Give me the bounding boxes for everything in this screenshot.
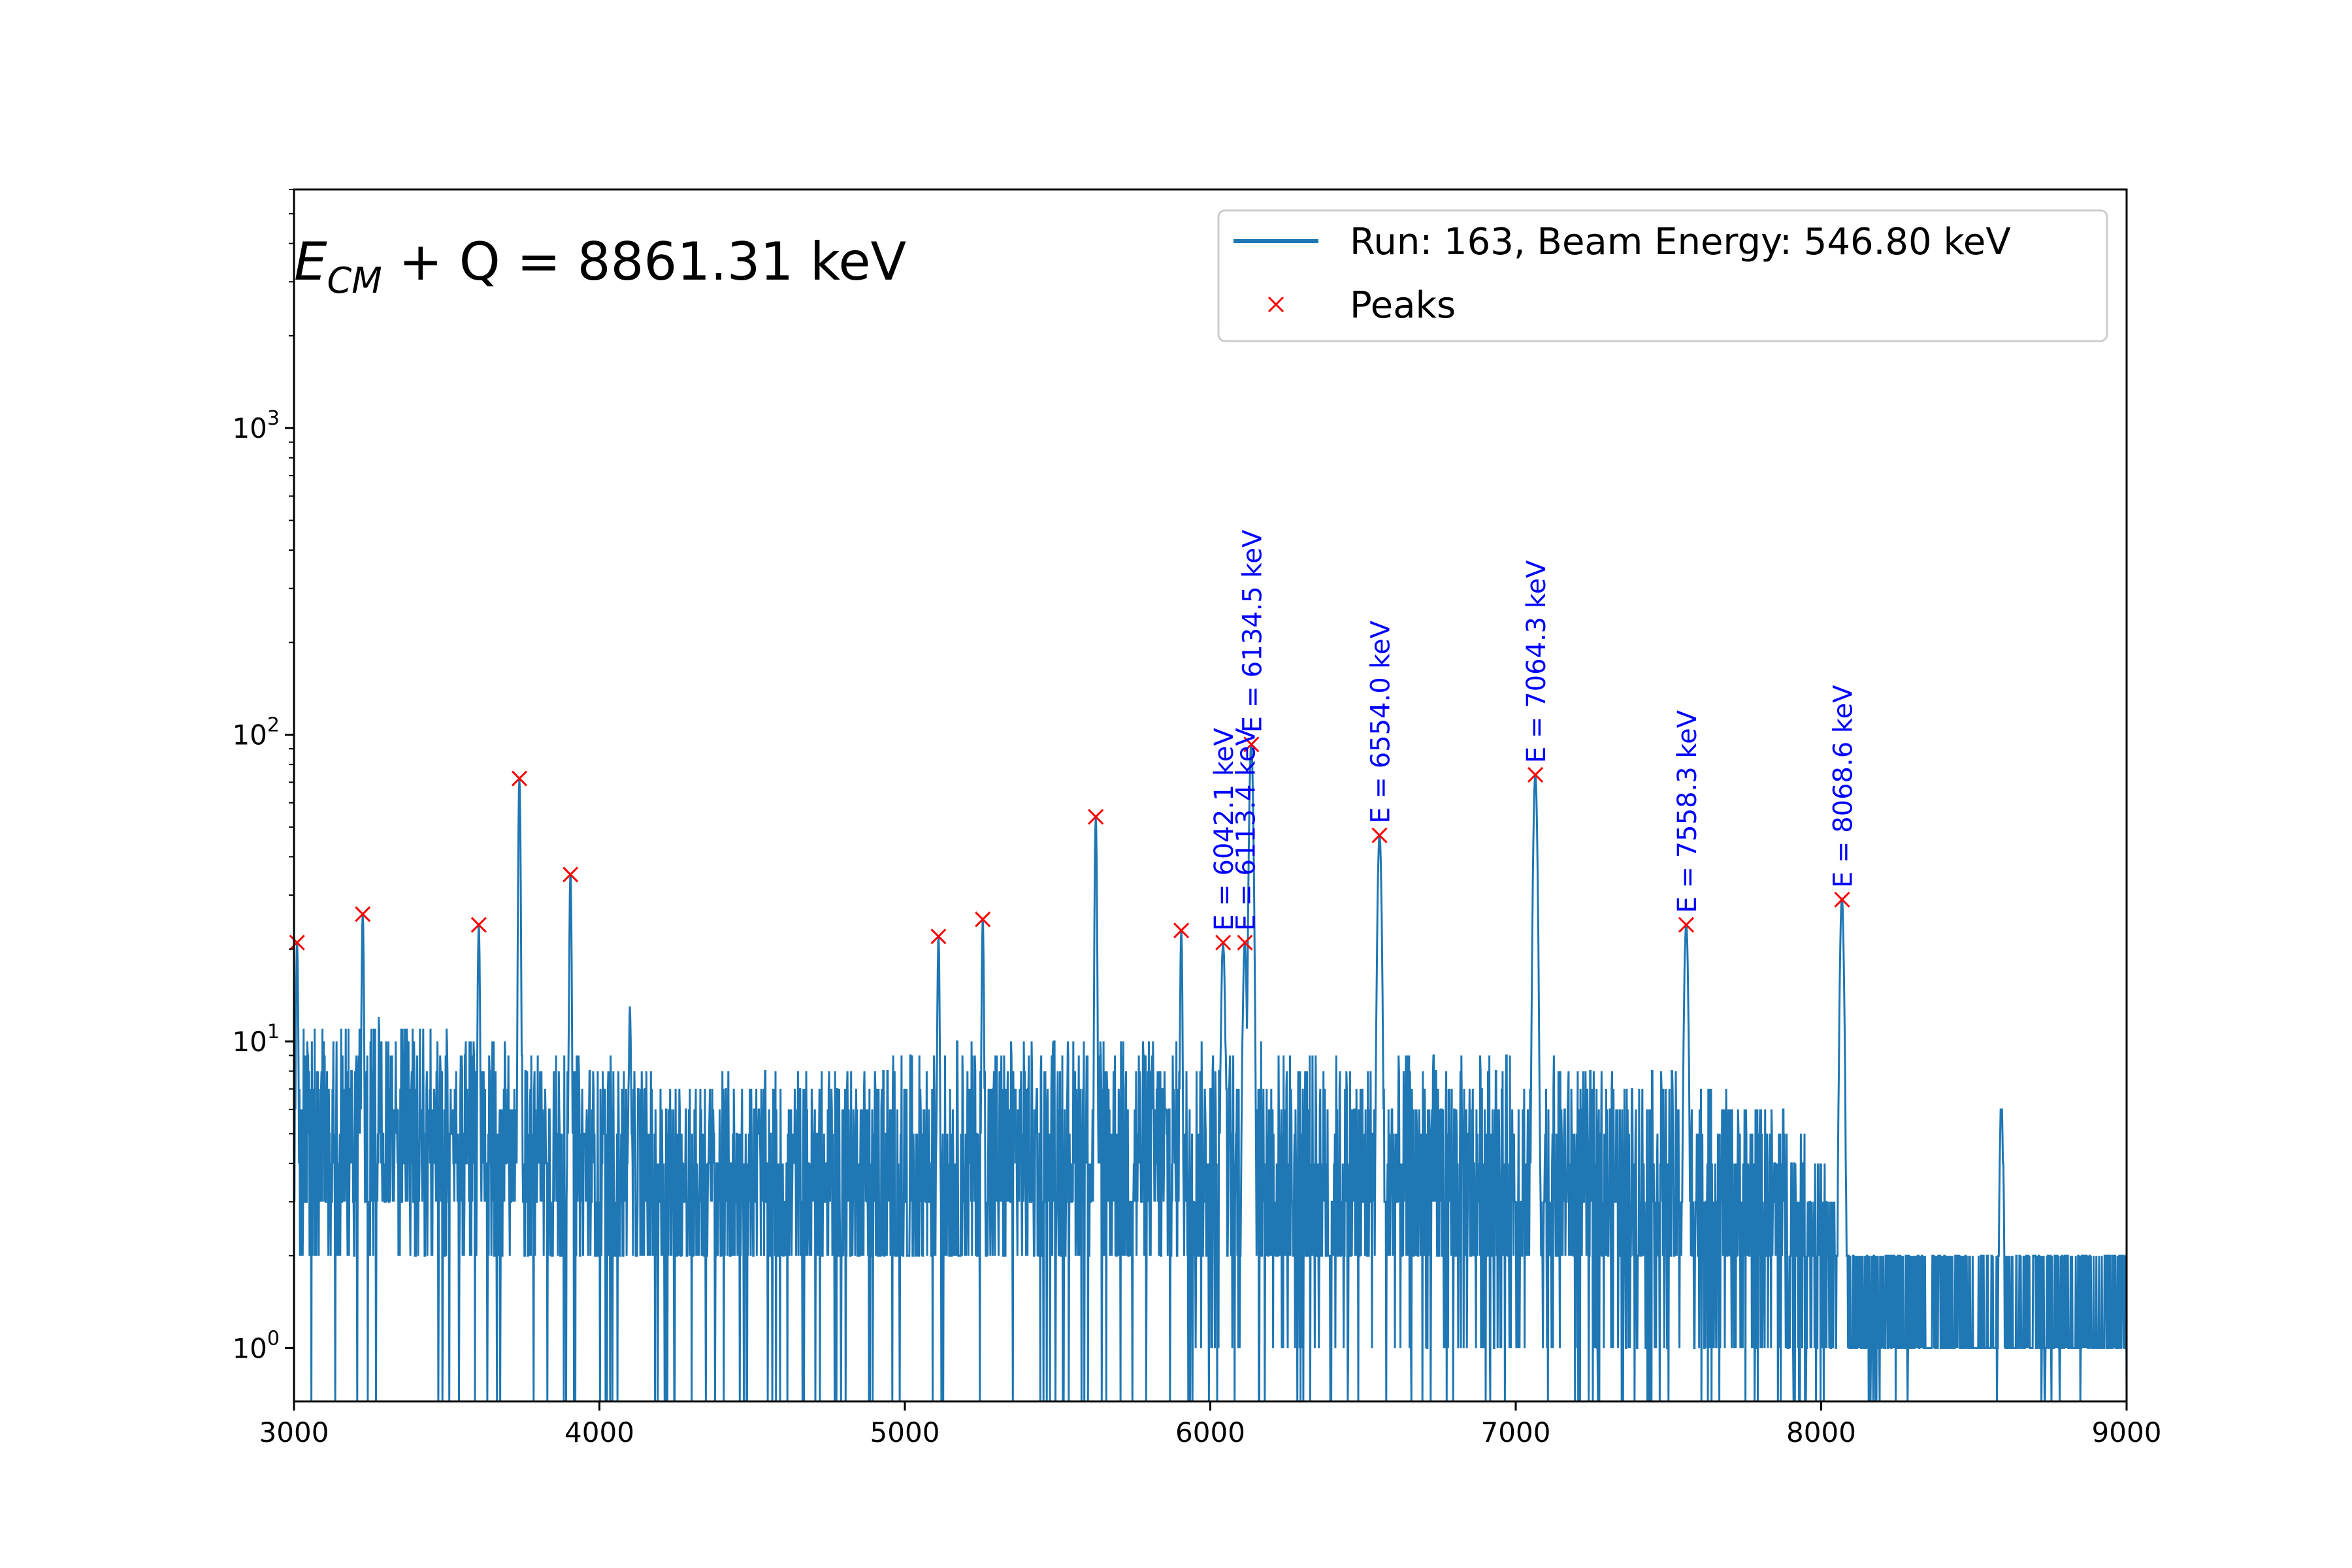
y-tick-exponent: 0 [267,1327,280,1350]
x-tick-label: 8000 [1786,1416,1856,1448]
peak-marker [511,770,528,787]
legend-peaks-x [1267,296,1284,313]
y-tick-label: 101 [232,1021,280,1058]
legend-peaks-label: Peaks [1350,284,1456,327]
peak-marker [1173,923,1190,939]
x-tick-label: 7000 [1481,1416,1551,1448]
peak-marker [355,906,371,923]
legend-peaks-swatch [1267,296,1284,313]
peak-marker [1678,917,1695,933]
peak-marker [1527,766,1544,783]
y-tick-base: 10 [232,719,267,751]
peak-marker [1215,934,1232,951]
y-tick-exponent: 3 [267,407,280,430]
y-tick-label: 100 [232,1327,280,1364]
peak-markers [289,736,1850,951]
annotation-text: + Q = 8861.31 keV [382,231,907,292]
y-tick-label: 103 [232,407,280,444]
peak-marker [1243,736,1260,753]
x-axis: 3000 4000 5000 6000 7000 8000 9000 [259,1401,2162,1448]
peak-marker [289,934,305,951]
annotation-subscript: CM [327,260,382,301]
peak-marker [1088,809,1104,825]
peak-energy-label: E = 8068.6 keV [1829,685,1859,888]
peak-energy-label: E = 6113.4 keV [1232,727,1262,930]
ecm-q-annotation: ECM + Q = 8861.31 keV [294,231,907,301]
peak-energy-label: E = 6134.5 keV [1237,529,1267,732]
y-tick-label: 102 [232,714,280,751]
peak-marker [563,866,579,883]
spectrum-line [293,743,2128,1403]
peak-marker [470,917,487,933]
peak-marker [975,911,991,928]
legend: Run: 163, Beam Energy: 546.80 keV Peaks [1217,209,2108,342]
legend-box [1217,209,2108,342]
peak-energy-label: E = 7064.3 keV [1522,560,1552,763]
x-tick-label: 5000 [870,1416,940,1448]
y-tick-exponent: 2 [267,714,280,737]
peak-marker [1371,827,1388,843]
y-tick-exponent: 1 [267,1021,280,1043]
x-tick-label: 4000 [564,1416,634,1448]
x-tick-label: 3000 [259,1416,329,1448]
spectrum-series [293,743,2128,1403]
peak-marker [1834,891,1850,908]
peak-energy-label: E = 6554.0 keV [1366,620,1396,823]
x-tick-label: 6000 [1175,1416,1245,1448]
peak-marker [1237,934,1253,951]
y-tick-base: 10 [232,1332,267,1364]
annotation-symbol: E [294,231,327,292]
x-tick-label: 9000 [2092,1416,2162,1448]
peak-energy-label: E = 7558.3 keV [1673,710,1703,913]
peak-marker [930,928,947,945]
y-tick-base: 10 [232,412,267,444]
peak-energy-label: E = 6042.1 keV [1209,727,1239,930]
legend-series-label: Run: 163, Beam Energy: 546.80 keV [1350,221,2011,263]
y-tick-base: 10 [232,1026,267,1058]
